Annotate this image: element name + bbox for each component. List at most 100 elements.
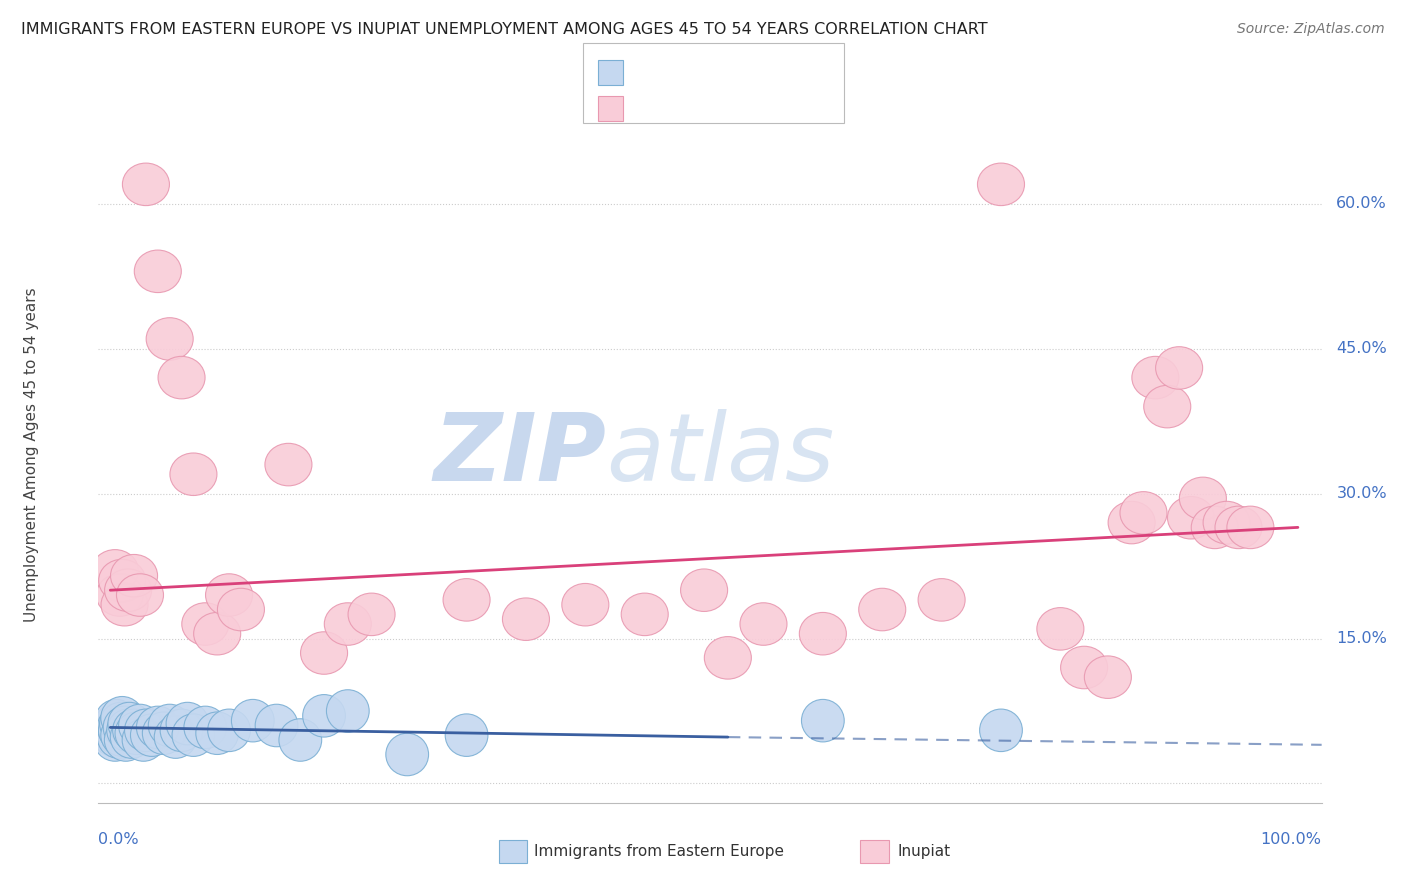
Text: R =: R = [634,65,668,80]
Ellipse shape [385,733,429,776]
Ellipse shape [195,712,239,755]
Ellipse shape [621,593,668,636]
Ellipse shape [170,453,217,496]
Text: N =: N = [738,101,782,116]
Ellipse shape [110,715,153,758]
Text: atlas: atlas [606,409,834,500]
Text: R =: R = [634,101,668,116]
Ellipse shape [443,579,491,621]
Ellipse shape [103,706,146,748]
Ellipse shape [98,709,141,752]
Ellipse shape [704,637,751,679]
Ellipse shape [264,443,312,486]
Ellipse shape [166,702,209,745]
Ellipse shape [101,714,143,756]
Ellipse shape [181,603,229,645]
Ellipse shape [111,555,157,597]
Ellipse shape [97,715,141,758]
Ellipse shape [104,569,152,612]
Ellipse shape [101,583,148,626]
Ellipse shape [562,583,609,626]
Ellipse shape [118,705,162,747]
Ellipse shape [122,719,165,761]
Text: 15.0%: 15.0% [1336,631,1388,646]
Ellipse shape [146,318,193,360]
Text: Inupiat: Inupiat [897,845,950,859]
Ellipse shape [349,593,395,636]
Ellipse shape [1132,357,1178,399]
Ellipse shape [94,719,136,761]
Ellipse shape [681,569,728,612]
Text: 45: 45 [782,101,803,116]
Ellipse shape [740,603,787,645]
Ellipse shape [1036,607,1084,650]
Ellipse shape [107,709,149,752]
Ellipse shape [859,589,905,631]
Ellipse shape [112,709,156,752]
Ellipse shape [1108,501,1156,544]
Text: N =: N = [738,65,782,80]
Ellipse shape [301,632,347,674]
Ellipse shape [93,714,135,756]
Ellipse shape [1204,501,1250,544]
Ellipse shape [104,719,148,761]
Ellipse shape [194,613,240,655]
Text: 100.0%: 100.0% [1261,832,1322,847]
Ellipse shape [160,709,202,752]
Ellipse shape [142,712,186,755]
Ellipse shape [122,163,170,206]
Ellipse shape [131,714,173,756]
Ellipse shape [1060,646,1108,689]
Ellipse shape [254,705,298,747]
Ellipse shape [325,603,371,645]
Ellipse shape [97,706,141,748]
Ellipse shape [125,709,167,752]
Text: -0.138: -0.138 [673,65,728,80]
Ellipse shape [232,699,274,742]
Ellipse shape [1143,385,1191,428]
Ellipse shape [91,549,139,592]
Text: 45.0%: 45.0% [1336,341,1388,356]
Text: ZIP: ZIP [433,409,606,501]
Ellipse shape [1180,477,1226,520]
Ellipse shape [446,714,488,756]
Ellipse shape [326,690,370,732]
Ellipse shape [155,715,197,758]
Ellipse shape [157,357,205,399]
Text: IMMIGRANTS FROM EASTERN EUROPE VS INUPIAT UNEMPLOYMENT AMONG AGES 45 TO 54 YEARS: IMMIGRANTS FROM EASTERN EUROPE VS INUPIA… [21,22,987,37]
Ellipse shape [184,706,226,748]
Ellipse shape [980,709,1022,752]
Ellipse shape [108,702,150,745]
Ellipse shape [205,574,253,616]
Ellipse shape [208,709,250,752]
Ellipse shape [117,574,163,616]
Ellipse shape [94,709,138,752]
Ellipse shape [1084,656,1132,698]
Ellipse shape [302,695,346,737]
Ellipse shape [1156,347,1202,389]
Ellipse shape [136,706,179,748]
Ellipse shape [502,598,550,640]
Ellipse shape [94,699,138,742]
Ellipse shape [1215,506,1263,549]
Ellipse shape [918,579,965,621]
Ellipse shape [1167,497,1215,539]
Text: 30.0%: 30.0% [1336,486,1386,501]
Text: 0.134: 0.134 [673,101,727,116]
Text: 0.0%: 0.0% [98,832,139,847]
Ellipse shape [100,702,142,745]
Ellipse shape [801,699,844,742]
Ellipse shape [1227,506,1274,549]
Ellipse shape [800,613,846,655]
Text: Source: ZipAtlas.com: Source: ZipAtlas.com [1237,22,1385,37]
Ellipse shape [135,250,181,293]
Ellipse shape [96,574,143,616]
Text: 42: 42 [782,65,803,80]
Ellipse shape [218,589,264,631]
Ellipse shape [98,559,146,602]
Text: Immigrants from Eastern Europe: Immigrants from Eastern Europe [534,845,785,859]
Ellipse shape [101,697,143,739]
Ellipse shape [94,705,136,747]
Ellipse shape [278,719,322,761]
Text: Unemployment Among Ages 45 to 54 years: Unemployment Among Ages 45 to 54 years [24,287,38,623]
